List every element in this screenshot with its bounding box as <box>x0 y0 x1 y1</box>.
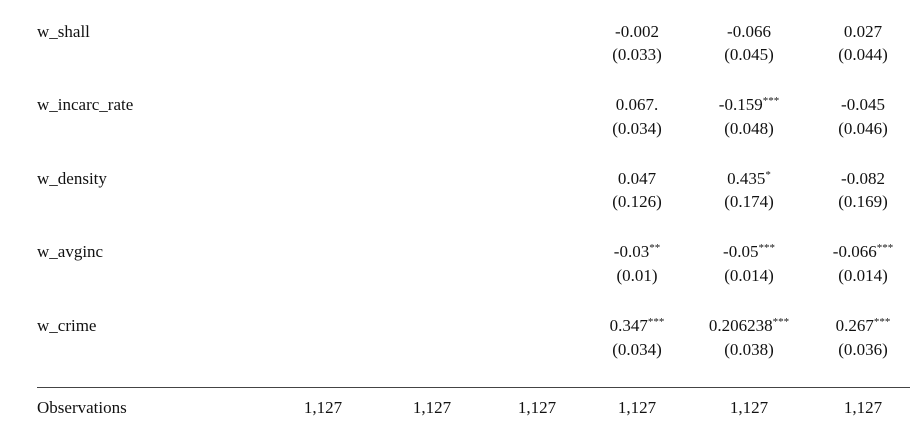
se-w-density-col4: (0.126) <box>612 192 662 211</box>
se-w-incarc-rate-col6: (0.046) <box>838 119 888 138</box>
coef-w-avginc-col4: -0.03** <box>613 242 661 261</box>
se-w-avginc-col4: (0.01) <box>616 266 658 285</box>
coef-w-incarc-rate-col6: -0.045 <box>841 95 885 114</box>
coef-w-crime-col5: 0.206238*** <box>708 316 790 335</box>
se-w-crime-col5: (0.038) <box>724 340 774 359</box>
se-w-crime-col6: (0.036) <box>838 340 888 359</box>
coef-w-incarc-rate-col4: 0.067. <box>615 95 659 114</box>
observations-col5: 1,127 <box>729 398 769 417</box>
row-label-w-avginc: w_avginc <box>37 242 104 261</box>
se-w-density-col6: (0.169) <box>838 192 888 211</box>
row-label-w-incarc-rate: w_incarc_rate <box>37 95 134 114</box>
se-w-shall-col4: (0.033) <box>612 45 662 64</box>
table-divider <box>37 387 910 388</box>
observations-col1: 1,127 <box>303 398 343 417</box>
se-w-density-col5: (0.174) <box>724 192 774 211</box>
coef-w-incarc-rate-col5: -0.159*** <box>718 95 780 114</box>
row-label-w-crime: w_crime <box>37 316 97 335</box>
row-label-w-shall: w_shall <box>37 22 90 41</box>
observations-col3: 1,127 <box>517 398 557 417</box>
row-label-w-density: w_density <box>37 169 107 188</box>
coef-w-crime-col4: 0.347*** <box>609 316 665 335</box>
coef-w-shall-col6: 0.027 <box>843 22 883 41</box>
se-w-crime-col4: (0.034) <box>612 340 662 359</box>
coef-w-density-col4: 0.047 <box>617 169 657 188</box>
se-w-avginc-col6: (0.014) <box>838 266 888 285</box>
se-w-shall-col6: (0.044) <box>838 45 888 64</box>
observations-col6: 1,127 <box>843 398 883 417</box>
se-w-incarc-rate-col5: (0.048) <box>724 119 774 138</box>
coef-w-density-col5: 0.435* <box>727 169 771 188</box>
se-w-shall-col5: (0.045) <box>724 45 774 64</box>
se-w-incarc-rate-col4: (0.034) <box>612 119 662 138</box>
se-w-avginc-col5: (0.014) <box>724 266 774 285</box>
observations-label: Observations <box>37 398 127 417</box>
coef-w-crime-col6: 0.267*** <box>835 316 891 335</box>
coef-w-shall-col5: -0.066 <box>727 22 771 41</box>
coef-w-avginc-col6: -0.066*** <box>832 242 894 261</box>
coef-w-avginc-col5: -0.05*** <box>723 242 775 261</box>
coef-w-shall-col4: -0.002 <box>615 22 659 41</box>
observations-col2: 1,127 <box>412 398 452 417</box>
observations-col4: 1,127 <box>617 398 657 417</box>
coef-w-density-col6: -0.082 <box>841 169 885 188</box>
